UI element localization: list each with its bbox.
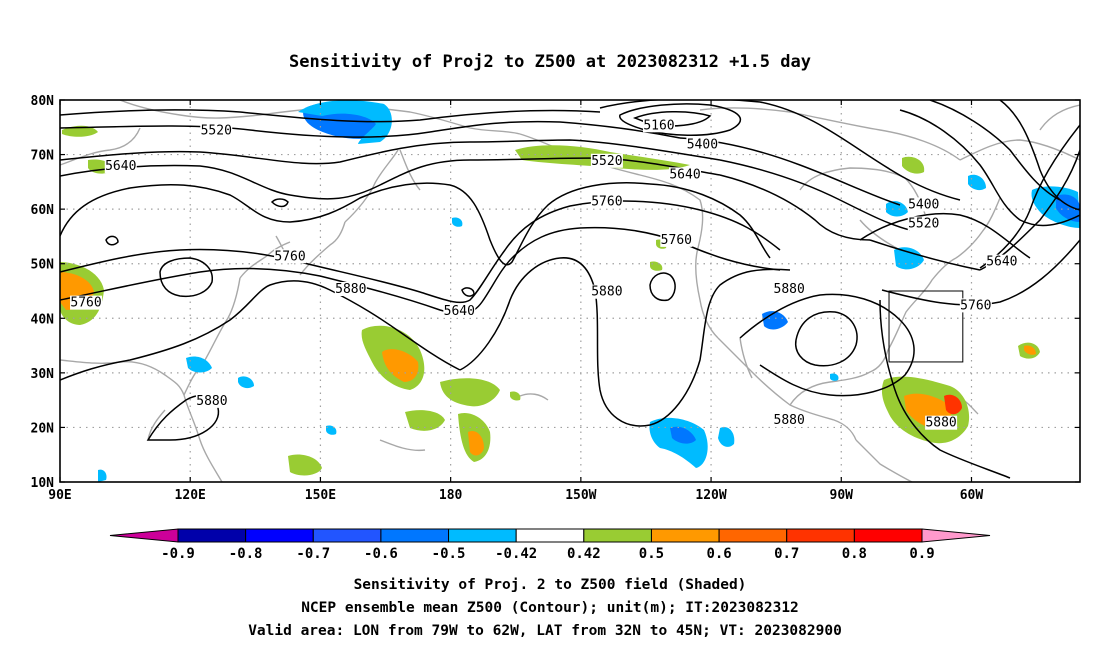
colorbar-segment: [177, 528, 247, 543]
contour-label-bg: [590, 194, 623, 209]
contour-label-bg: [773, 412, 806, 427]
lon-tick-label: 90E: [48, 488, 71, 503]
contour-label: 5760: [70, 296, 101, 311]
contour-label: 5880: [196, 394, 227, 409]
contour-label-bg: [669, 167, 702, 182]
lon-tick-label: 120W: [695, 488, 726, 503]
contour-label: 5640: [986, 255, 1017, 270]
colorbar-label: -0.7: [296, 546, 330, 562]
colorbar-segment: [312, 528, 382, 543]
contour-label: 5880: [774, 413, 805, 428]
lat-tick-label: 70N: [31, 149, 55, 164]
colorbar-segment: [853, 528, 923, 543]
colorbar-arrow-left: [109, 528, 179, 543]
colorbar: -0.9 -0.8 -0.7 -0.6 -0.5 -0.42 0.42 0.5 0.6 0.7 0.…: [109, 528, 991, 562]
lon-tick-label: 60W: [960, 488, 984, 503]
lon-tick-label: 150W: [565, 488, 596, 503]
contour-label: 5520: [591, 154, 622, 169]
colorbar-label: -0.42: [495, 546, 537, 562]
contour-label-bg: [443, 303, 476, 318]
colorbar-segment: [718, 528, 788, 543]
lon-tick-label: 120E: [175, 488, 206, 503]
contour-label: 5760: [274, 249, 305, 264]
colorbar-segment: [448, 528, 517, 543]
contour-label-bg: [985, 254, 1018, 269]
contour-label-bg: [907, 216, 940, 231]
colorbar-label: -0.8: [229, 546, 263, 562]
lon-tick-label: 90W: [830, 488, 854, 503]
colorbar-label: -0.6: [364, 546, 398, 562]
colorbar-label: 0.5: [639, 546, 664, 562]
contour-label-bg: [773, 282, 806, 296]
map-frame: [59, 99, 1081, 483]
valid-area-box: [888, 290, 964, 363]
contour-label-bg: [686, 137, 719, 152]
colorbar-label: 0.6: [706, 546, 731, 562]
contour-label: 5640: [669, 167, 700, 182]
contour-label: 5520: [201, 124, 232, 139]
figure-title: Sensitivity of Proj2 to Z500 at 20230823…: [289, 52, 811, 72]
colorbar-label: 0.42: [567, 546, 601, 562]
contour-label-bg: [907, 197, 940, 212]
lat-tick-label: 80N: [31, 94, 55, 109]
colorbar-segment: [515, 528, 585, 543]
contour-label-bg: [334, 282, 367, 296]
colorbar-label: 0.9: [909, 546, 934, 562]
caption-line-2: NCEP ensemble mean Z500 (Contour); unit(…: [301, 600, 799, 616]
contour-label: 5880: [591, 285, 622, 300]
lat-tick-label: 40N: [31, 312, 55, 327]
contour-label: 5880: [335, 282, 366, 297]
contour-label: 5880: [925, 416, 956, 431]
contour-label-bg: [590, 284, 623, 299]
contour-label-bg: [660, 232, 693, 247]
longitude-tick-labels: 90E 120E 150E 180 150W 120W 90W 60W: [48, 100, 983, 503]
contour-label: 5640: [105, 159, 136, 174]
latitude-tick-labels: 80N 70N 60N 50N 40N 30N 20N 10N: [31, 94, 1080, 491]
contour-label-bg: [200, 123, 233, 138]
lat-tick-label: 20N: [31, 421, 55, 436]
caption-line-3: Valid area: LON from 79W to 62W, LAT fro…: [248, 623, 842, 639]
lat-tick-label: 50N: [31, 258, 55, 273]
colorbar-label: -0.9: [161, 546, 195, 562]
contour-label: 5640: [444, 304, 475, 319]
colorbar-arrow-right: [921, 528, 991, 543]
contour-label: 5760: [960, 298, 991, 313]
contour-label: 5760: [661, 233, 692, 248]
lat-tick-label: 60N: [31, 203, 55, 218]
lat-tick-label: 30N: [31, 367, 55, 382]
contour-label-bg: [70, 295, 103, 310]
colorbar-segment: [245, 528, 314, 543]
contour-label: 5760: [591, 195, 622, 210]
contour-label-bg: [925, 415, 958, 430]
contour-label: 5520: [908, 217, 939, 232]
colorbar-segment: [583, 528, 652, 543]
contour-label-bg: [959, 298, 992, 313]
colorbar-segment: [650, 528, 720, 543]
contour-label: 5400: [687, 137, 718, 152]
colorbar-label: 0.8: [842, 546, 867, 562]
contour-label-bg: [274, 249, 307, 264]
map-area: 5520 5640 5760 5880 5760 5880 5640 5880 5520 5160…: [60, 100, 1080, 482]
contour-label: 5400: [908, 197, 939, 212]
contour-labels: 5520 5640 5760 5880 5760 5880 5640 5880 5520 5160…: [70, 118, 1018, 431]
colorbar-segment: [380, 528, 450, 543]
contour-label-bg: [195, 393, 228, 408]
lon-tick-label: 150E: [305, 488, 336, 503]
colorbar-segment: [786, 528, 855, 543]
lat-tick-label: 10N: [31, 476, 55, 491]
contour-label-bg: [642, 118, 675, 133]
contour-label-bg: [104, 159, 137, 174]
colorbar-label: -0.5: [432, 546, 466, 562]
contour-label: 5160: [643, 118, 674, 133]
lon-tick-label: 180: [439, 488, 463, 503]
contour-label-bg: [590, 153, 623, 168]
caption-line-1: Sensitivity of Proj. 2 to Z500 field (Sh…: [354, 577, 747, 593]
contour-label: 5880: [774, 282, 805, 297]
z500-contours: [60, 100, 1080, 479]
colorbar-label: 0.7: [774, 546, 799, 562]
